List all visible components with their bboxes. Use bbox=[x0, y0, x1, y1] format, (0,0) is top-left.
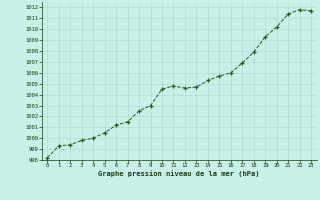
X-axis label: Graphe pression niveau de la mer (hPa): Graphe pression niveau de la mer (hPa) bbox=[99, 170, 260, 177]
